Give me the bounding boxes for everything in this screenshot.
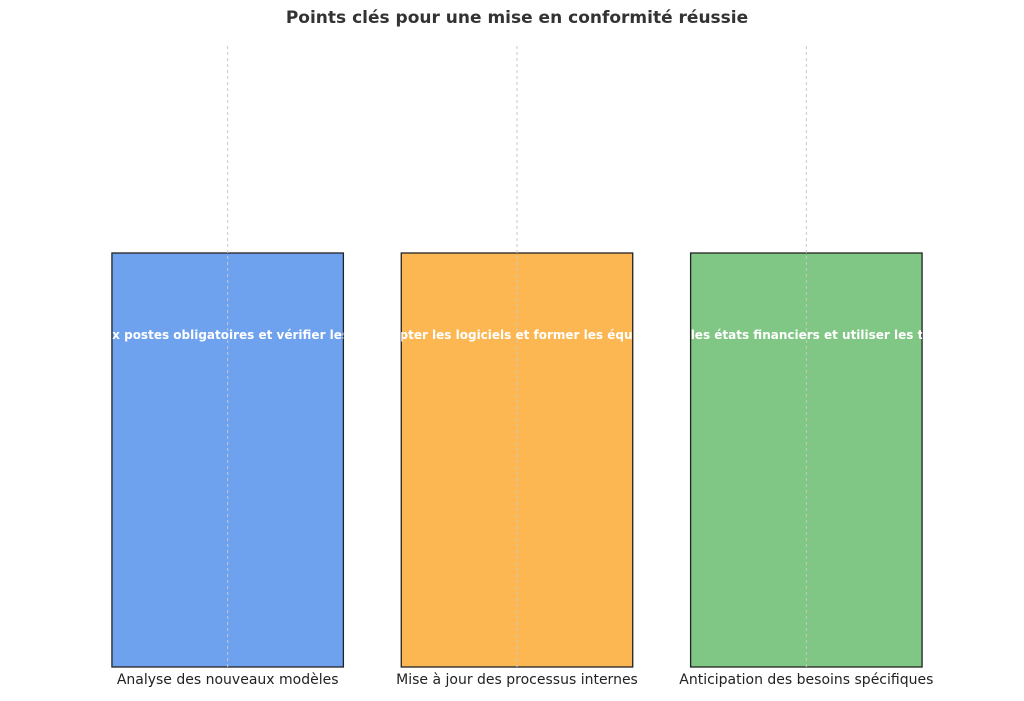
bar-label-2: Adapter les logiciels et former les équi… bbox=[374, 328, 661, 342]
bar-label-3: Réviser les états financiers et utiliser… bbox=[636, 328, 977, 342]
x-tick-labels: Analyse des nouveaux modèles Mise à jour … bbox=[117, 672, 934, 688]
x-tick-label-2: Mise à jour des processus internes bbox=[396, 672, 638, 688]
bar-label-1: Analyser les nouveaux postes obligatoire… bbox=[0, 328, 488, 342]
labels-layer: Analyser les nouveaux postes obligatoire… bbox=[0, 328, 977, 342]
x-tick-label-3: Anticipation des besoins spécifiques bbox=[679, 672, 933, 688]
grid-layer bbox=[227, 46, 807, 667]
chart-title: Points clés pour une mise en conformité … bbox=[286, 8, 748, 28]
x-tick-label-1: Analyse des nouveaux modèles bbox=[117, 672, 339, 688]
